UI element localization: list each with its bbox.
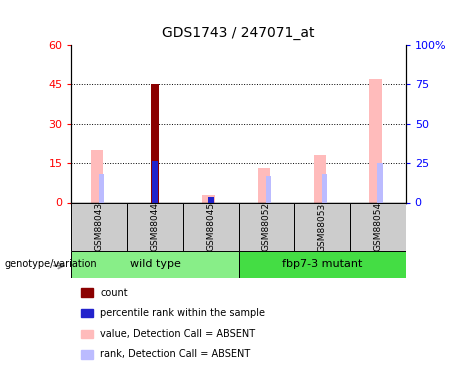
Text: GSM88043: GSM88043 [95,202,104,251]
Bar [294,202,350,251]
Bar [238,202,294,251]
Bar [152,160,158,202]
Bar [99,174,104,202]
Bar [91,150,103,202]
Text: GSM88054: GSM88054 [373,202,382,251]
Bar [238,251,406,278]
Bar [369,79,382,203]
Title: GDS1743 / 247071_at: GDS1743 / 247071_at [162,26,315,40]
Text: GSM88045: GSM88045 [206,202,215,251]
Bar [183,202,238,251]
Bar [208,197,213,202]
Bar [71,202,127,251]
Bar [127,202,183,251]
Bar [350,202,406,251]
Bar [258,168,270,202]
Text: rank, Detection Call = ABSENT: rank, Detection Call = ABSENT [100,350,250,359]
Bar [71,251,239,278]
Bar [322,174,327,202]
Bar [151,84,159,203]
Bar [377,163,383,202]
Text: genotype/variation: genotype/variation [5,260,97,269]
Text: fbp7-3 mutant: fbp7-3 mutant [282,260,362,269]
Text: GSM88044: GSM88044 [150,202,160,251]
Bar [266,176,272,203]
Text: percentile rank within the sample: percentile rank within the sample [100,308,265,318]
Text: count: count [100,288,128,297]
Bar [314,155,326,203]
Text: value, Detection Call = ABSENT: value, Detection Call = ABSENT [100,329,255,339]
Text: GSM88053: GSM88053 [318,202,327,252]
Bar [202,195,215,202]
Text: GSM88052: GSM88052 [262,202,271,251]
Text: wild type: wild type [130,260,180,269]
